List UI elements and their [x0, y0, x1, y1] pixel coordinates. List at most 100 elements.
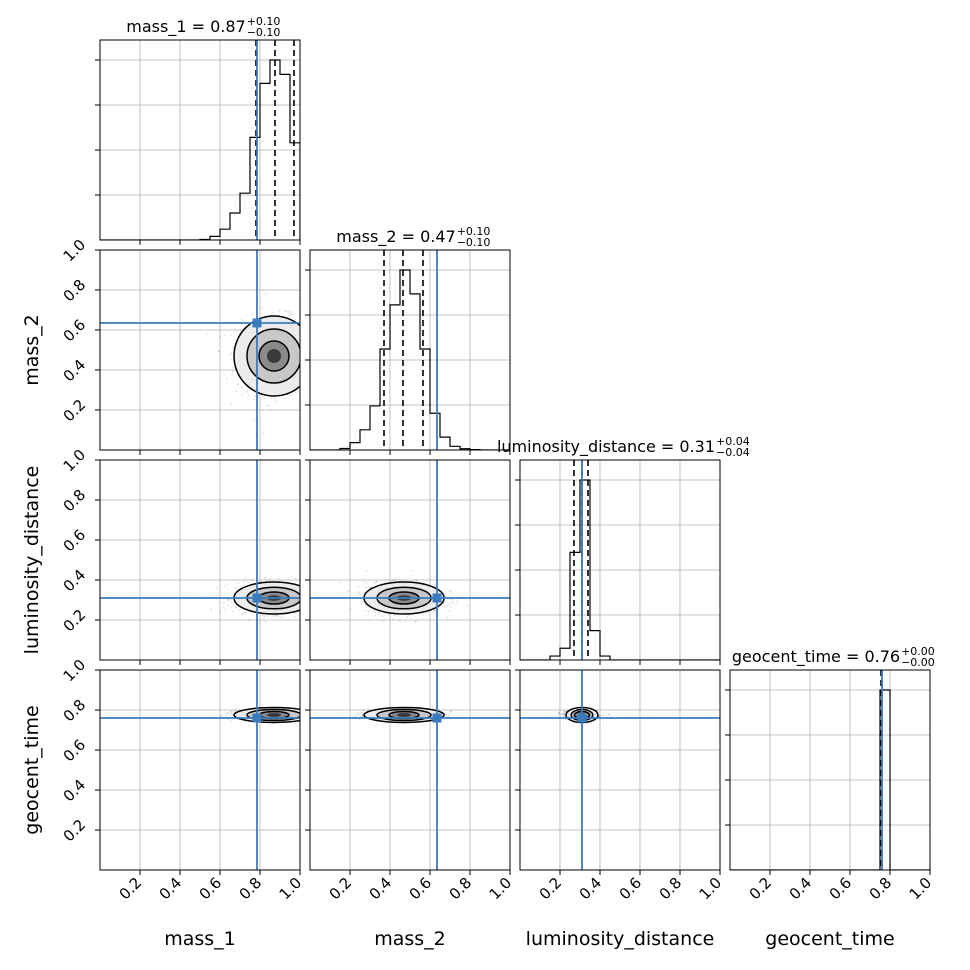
sample-point	[415, 578, 418, 581]
sample-point	[356, 594, 359, 597]
sample-point	[265, 405, 268, 407]
sample-point	[294, 318, 297, 321]
sample-point	[301, 589, 303, 591]
sample-point	[225, 377, 228, 380]
sample-point	[282, 616, 285, 619]
sample-point	[307, 350, 309, 352]
sample-point	[465, 604, 468, 607]
sample-point	[301, 717, 303, 719]
sample-point	[237, 609, 240, 611]
x-tick-label: 0.6	[196, 874, 226, 904]
sample-point	[357, 713, 359, 716]
sample-point	[303, 362, 305, 364]
sample-point	[307, 596, 309, 598]
sample-point	[306, 363, 308, 365]
sample-point	[363, 581, 366, 583]
sample-point	[305, 375, 307, 377]
sample-point	[216, 594, 218, 596]
sample-point	[220, 714, 222, 717]
sample-point	[234, 587, 237, 590]
sample-point	[304, 386, 306, 388]
sample-point	[354, 715, 357, 718]
y-axis-label: geocent_time	[21, 705, 43, 834]
y-tick-label: 0.6	[60, 526, 90, 556]
sample-point	[261, 307, 263, 310]
sample-point	[234, 328, 237, 331]
sample-point	[253, 419, 256, 422]
sample-point	[452, 601, 454, 604]
sample-point	[361, 715, 364, 718]
sample-point	[300, 715, 302, 717]
y-tick-label: 0.2	[60, 816, 90, 846]
sample-point	[230, 403, 232, 406]
sample-point	[266, 615, 269, 618]
sample-point	[248, 619, 251, 622]
sample-point	[302, 601, 304, 603]
y-tick-label: 0.6	[60, 736, 90, 766]
sample-point	[327, 614, 329, 616]
y-tick-label: 0.4	[60, 776, 90, 806]
panel-frame	[309, 669, 511, 871]
sample-point	[306, 719, 308, 721]
sample-point	[311, 594, 313, 596]
sample-point	[235, 390, 238, 393]
sample-point	[449, 606, 452, 608]
sample-point	[601, 714, 604, 717]
x-tick-label: 0.2	[326, 874, 356, 904]
sample-point	[304, 597, 306, 599]
sample-point	[307, 713, 309, 715]
sample-point	[303, 714, 305, 716]
sample-point	[304, 599, 306, 601]
sample-point	[307, 717, 309, 719]
sample-point	[449, 711, 451, 713]
sample-point	[263, 616, 265, 619]
sample-point	[252, 580, 255, 582]
sample-point	[251, 613, 254, 616]
sample-point	[330, 713, 332, 715]
truth-marker	[252, 713, 262, 723]
sample-point	[303, 600, 305, 602]
sample-point	[241, 318, 244, 321]
sample-point	[305, 711, 307, 713]
sample-point	[294, 577, 297, 580]
sample-point	[377, 613, 379, 616]
sample-point	[301, 593, 303, 595]
sample-point	[301, 369, 303, 371]
x-tick-label: 0.6	[406, 874, 436, 904]
sample-point	[314, 602, 316, 604]
sample-point	[444, 600, 447, 603]
sample-point	[247, 618, 249, 621]
sample-point	[433, 609, 435, 612]
x-tick-label: 1.0	[276, 874, 306, 904]
sample-point	[361, 711, 364, 714]
sample-point	[319, 342, 321, 344]
y-axis-label: mass_2	[21, 314, 43, 386]
sample-point	[230, 711, 233, 714]
title-plus-error: +0.10	[247, 15, 281, 28]
grid-lines	[100, 669, 301, 870]
sample-point	[396, 614, 399, 617]
sample-point	[322, 715, 324, 717]
sample-point	[301, 370, 303, 372]
sample-point	[365, 586, 368, 589]
sample-point	[301, 357, 303, 359]
sample-point	[381, 615, 384, 617]
sample-point	[279, 308, 281, 311]
sample-point	[240, 613, 243, 616]
sample-point	[318, 600, 320, 602]
sample-point	[289, 314, 291, 317]
sample-point	[443, 605, 445, 608]
sample-point	[449, 590, 452, 593]
sample-point	[357, 591, 360, 594]
sample-point	[305, 595, 307, 597]
x-tick-label: 0.4	[156, 874, 186, 904]
sample-point	[247, 394, 250, 396]
sample-point	[312, 715, 314, 717]
sample-point	[304, 714, 306, 716]
title-minus-error: −0.10	[457, 236, 491, 249]
sample-point	[225, 714, 228, 717]
sample-point	[301, 337, 303, 339]
sample-point	[311, 582, 313, 584]
sample-point	[305, 711, 307, 713]
sample-point	[229, 334, 232, 337]
